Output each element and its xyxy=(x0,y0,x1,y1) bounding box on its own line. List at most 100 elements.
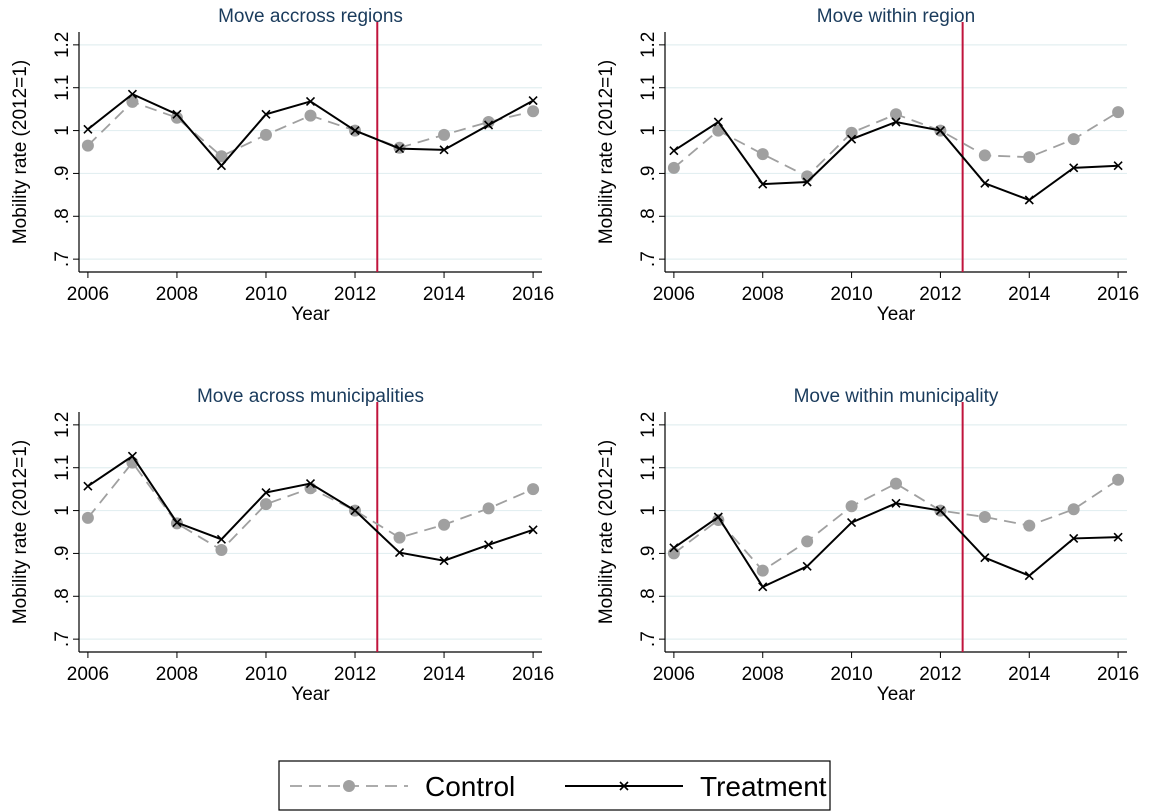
marker xyxy=(484,540,494,550)
marker xyxy=(891,117,901,127)
x-tick-label: 2014 xyxy=(1008,664,1051,685)
marker xyxy=(216,161,227,171)
marker xyxy=(394,548,405,558)
marker xyxy=(393,531,406,544)
panel: .7 .8 .9 1 1.1 1.2 2006 2008 2010 2012 2014 2016 Mov… xyxy=(596,386,1139,705)
panel: .7 .8 .9 1 1.1 1.2 2006 2008 2010 2012 2014 2016 Mov… xyxy=(596,6,1139,325)
marker xyxy=(172,109,182,119)
x-tick-label: 2006 xyxy=(67,284,109,305)
marker xyxy=(935,126,945,136)
panel: .7 .8 .9 1 1.1 1.2 2006 2008 2010 2012 2014 2016 Mov… xyxy=(10,386,554,705)
x-tick-label: 2006 xyxy=(653,284,695,305)
marker xyxy=(1023,151,1036,164)
series-line xyxy=(673,478,1119,572)
y-tick-label: .9 xyxy=(638,545,659,561)
marker xyxy=(305,96,316,106)
marker xyxy=(978,149,991,162)
marker xyxy=(890,108,902,121)
x-tick-label: 2008 xyxy=(742,664,784,685)
y-tick-label: .7 xyxy=(52,251,73,267)
y-tick-label: 1 xyxy=(638,125,659,136)
y-tick-label: .8 xyxy=(52,588,73,604)
marker xyxy=(482,116,495,128)
marker xyxy=(484,120,494,130)
legend-label: Control xyxy=(425,771,515,802)
series-line xyxy=(673,502,1119,589)
chart-title: Move across municipalities xyxy=(197,386,424,407)
marker xyxy=(305,479,316,489)
legend-box xyxy=(278,760,831,811)
marker xyxy=(1024,195,1034,205)
marker xyxy=(1069,163,1079,173)
x-tick-label: 2006 xyxy=(67,664,109,685)
marker xyxy=(482,502,495,515)
marker xyxy=(127,451,137,461)
y-tick-label: .7 xyxy=(638,631,659,647)
chart-title: Move within municipality xyxy=(794,386,999,407)
marker xyxy=(669,146,679,156)
y-tick-label: .7 xyxy=(638,251,659,267)
marker xyxy=(438,518,451,531)
x-tick-label: 2006 xyxy=(653,664,695,685)
marker xyxy=(528,96,538,106)
marker xyxy=(83,481,93,491)
y-axis-label: Mobility rate (2012=1) xyxy=(10,440,31,624)
marker xyxy=(845,500,858,513)
marker xyxy=(1112,473,1125,486)
marker xyxy=(215,544,228,556)
marker xyxy=(81,139,94,152)
chart-title: Move within region xyxy=(817,6,975,27)
marker xyxy=(1024,571,1034,581)
marker xyxy=(394,144,405,154)
marker xyxy=(1112,106,1125,119)
y-axis-label: Mobility rate (2012=1) xyxy=(596,60,617,244)
x-tick-label: 2008 xyxy=(742,284,784,305)
marker xyxy=(1069,533,1079,543)
legend-marker xyxy=(343,780,355,792)
chart-title: Move accross regions xyxy=(218,6,403,27)
y-tick-label: 1.2 xyxy=(52,412,73,438)
marker xyxy=(438,128,451,141)
x-axis-label: Year xyxy=(877,684,916,705)
marker xyxy=(439,145,449,155)
x-tick-label: 2014 xyxy=(423,284,466,305)
y-tick-label: 1.2 xyxy=(638,32,659,58)
x-tick-label: 2016 xyxy=(1097,664,1139,685)
marker xyxy=(127,89,137,99)
marker xyxy=(1067,133,1080,146)
marker xyxy=(527,105,540,118)
marker xyxy=(170,111,183,124)
series-line xyxy=(673,120,1119,202)
x-tick-label: 2014 xyxy=(1008,284,1051,305)
x-tick-label: 2010 xyxy=(245,284,287,305)
marker xyxy=(758,179,768,189)
marker xyxy=(304,109,317,122)
x-tick-label: 2016 xyxy=(1097,284,1139,305)
y-tick-label: 1.2 xyxy=(52,32,73,58)
marker xyxy=(259,498,272,511)
x-tick-label: 2008 xyxy=(156,284,198,305)
marker xyxy=(667,161,680,174)
y-tick-label: 1.1 xyxy=(638,455,659,481)
x-tick-label: 2012 xyxy=(334,284,376,305)
x-tick-label: 2016 xyxy=(512,284,554,305)
series-line xyxy=(87,461,534,552)
marker xyxy=(980,553,990,563)
marker xyxy=(83,124,93,134)
x-tick-label: 2016 xyxy=(512,664,554,685)
marker xyxy=(713,117,723,127)
x-tick-label: 2014 xyxy=(423,664,466,685)
marker xyxy=(528,525,538,535)
legend-label: Treatment xyxy=(700,771,827,802)
marker xyxy=(350,506,360,516)
panel: .7 .8 .9 1 1.1 1.2 2006 2008 2010 2012 2014 2016 Mov… xyxy=(10,6,554,325)
y-tick-label: .8 xyxy=(638,588,659,604)
x-axis-label: Year xyxy=(291,684,330,705)
marker xyxy=(527,483,540,496)
y-tick-label: .9 xyxy=(52,165,73,181)
x-tick-label: 2012 xyxy=(919,284,961,305)
y-axis-label: Mobility rate (2012=1) xyxy=(596,440,617,624)
marker xyxy=(261,488,271,498)
x-axis-label: Year xyxy=(291,304,330,325)
